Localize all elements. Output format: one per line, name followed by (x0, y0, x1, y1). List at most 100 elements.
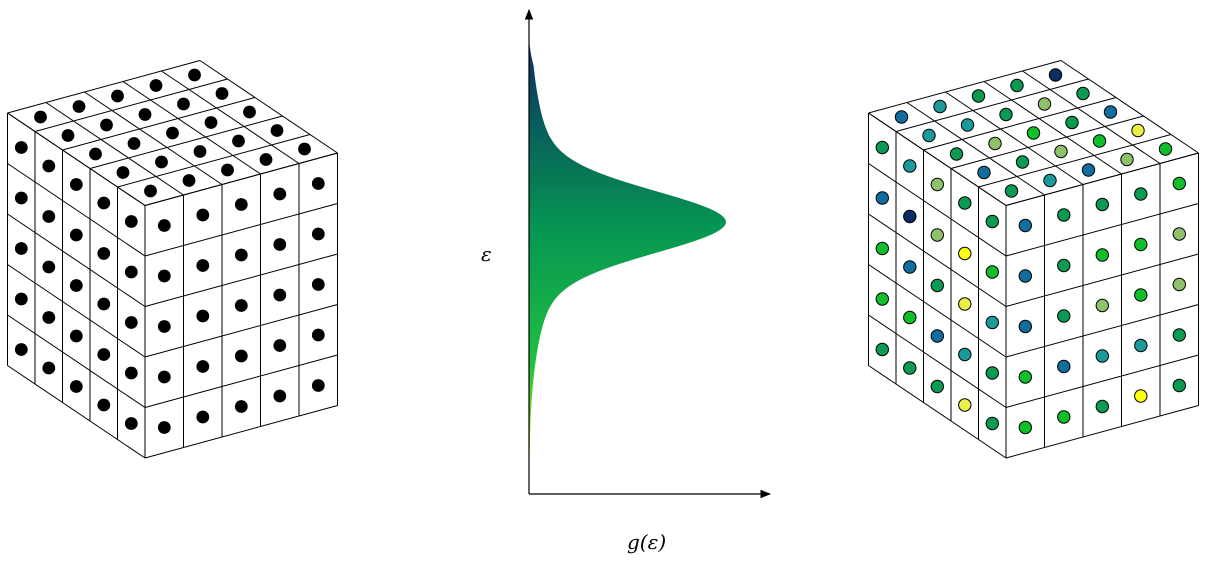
left-face-edge (7, 112, 146, 206)
top-face-lattice-site (298, 142, 311, 156)
top-face-lattice-site (1037, 97, 1052, 111)
top-face-lattice-site (1054, 144, 1068, 159)
right-face-lattice-site (1134, 237, 1148, 252)
left-face-lattice-site (69, 380, 83, 393)
left-face-lattice-site (14, 292, 28, 306)
left-face-lattice-site (14, 343, 28, 356)
right-face-lattice-site (1134, 187, 1148, 201)
top-face-lattice-site (977, 165, 991, 180)
top-face-lattice-site (149, 79, 163, 92)
right-face-lattice-site (1172, 277, 1187, 292)
right-face-edge (1005, 152, 1199, 206)
top-face-lattice-site (1092, 134, 1107, 148)
top-face-edge (983, 81, 1122, 175)
top-face-edge (950, 115, 1144, 169)
top-face-lattice-site (138, 108, 152, 121)
top-face-lattice-site (61, 129, 75, 142)
left-face-lattice-site (69, 178, 83, 191)
left-face-edge (868, 112, 1007, 206)
top-face-lattice-site (270, 124, 284, 137)
left-face-lattice-site (930, 379, 944, 394)
right-face-lattice-site (311, 227, 325, 241)
left-face-lattice-site (875, 292, 889, 306)
left-face-lattice-site (124, 316, 138, 329)
top-face-lattice-site (1043, 173, 1057, 188)
left-face-lattice-site (97, 297, 111, 311)
left-face-edge (7, 264, 146, 358)
right-face-lattice-site (1172, 227, 1187, 241)
left-face-lattice-site (930, 177, 944, 192)
right-face-edge (144, 253, 338, 307)
left-face-lattice-site (958, 398, 972, 412)
right-face-lattice-site (273, 339, 287, 352)
colored-lattice-cube (868, 60, 1199, 459)
uniform-lattice-sites (14, 68, 325, 434)
top-face-lattice-site (1131, 123, 1145, 138)
left-face-lattice-site (903, 310, 917, 325)
top-face-lattice-site (243, 105, 256, 119)
left-face-lattice-site (930, 329, 944, 343)
top-face-lattice-site (177, 97, 190, 111)
top-face-edge (1022, 70, 1161, 164)
top-face-lattice-site (72, 100, 86, 113)
left-face-lattice-site (97, 348, 111, 361)
density-of-states-plot: ε g(ε) (481, 8, 772, 554)
right-face-lattice-site (273, 187, 287, 201)
right-face-lattice-site (1134, 288, 1148, 302)
top-face-lattice-site (1065, 115, 1079, 130)
top-face-lattice-site (988, 136, 1002, 151)
right-face-lattice-site (1018, 370, 1033, 384)
top-face-edge (62, 97, 256, 151)
left-face-lattice-site (42, 260, 56, 274)
right-face-lattice-site (196, 410, 210, 424)
density-of-states-curve (529, 40, 726, 494)
right-face-edge (144, 304, 338, 358)
right-face-lattice-site (1134, 338, 1148, 353)
top-face-lattice-site (100, 118, 113, 132)
left-face-lattice-site (985, 265, 999, 279)
top-face-lattice-site (1120, 152, 1134, 167)
left-face-lattice-site (958, 297, 972, 311)
top-face-lattice-site (182, 174, 196, 187)
top-face-lattice-site (922, 128, 936, 143)
top-face-lattice-site (971, 89, 986, 103)
left-face-lattice-site (124, 417, 138, 430)
top-face-edge (945, 91, 1084, 185)
right-face-lattice-site (311, 177, 325, 190)
left-face-lattice-site (124, 265, 138, 279)
left-face-lattice-site (875, 241, 889, 256)
right-face-lattice-site (311, 328, 325, 342)
top-face-edge (45, 102, 184, 196)
left-face-edge (868, 365, 1007, 459)
top-face-lattice-site (1081, 163, 1096, 177)
top-face-lattice-site (1076, 86, 1090, 101)
left-face-lattice-site (930, 228, 944, 242)
left-face-lattice-site (875, 191, 889, 205)
right-face-edge (1005, 253, 1199, 307)
right-face-lattice-site (157, 269, 171, 283)
left-face-edge (7, 213, 146, 307)
top-face-lattice-site (89, 147, 102, 161)
left-face-lattice-site (985, 214, 999, 229)
right-face-edge (1005, 304, 1199, 358)
top-face-lattice-site (116, 166, 130, 179)
top-face-lattice-site (960, 118, 975, 132)
right-face-edge (144, 152, 338, 206)
left-face-lattice-site (14, 191, 28, 205)
right-face-lattice-site (157, 320, 171, 333)
top-face-edge (199, 60, 338, 154)
uniform-lattice-edges (7, 60, 338, 459)
right-face-lattice-site (196, 259, 210, 272)
right-face-lattice-site (196, 360, 210, 373)
uniform-lattice-cube (7, 60, 338, 459)
right-face-lattice-site (1057, 208, 1071, 222)
left-face-lattice-site (14, 242, 28, 255)
top-face-lattice-site (949, 147, 964, 161)
right-face-lattice-site (1095, 349, 1110, 363)
left-face-lattice-site (42, 361, 56, 375)
left-face-edge (868, 163, 1007, 257)
top-face-lattice-site (999, 107, 1013, 122)
top-face-edge (868, 60, 1062, 114)
colored-lattice-sites (875, 68, 1187, 435)
top-face-lattice-site (1103, 105, 1118, 119)
